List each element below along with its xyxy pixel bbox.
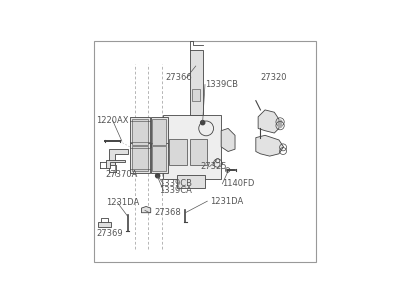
Circle shape <box>201 121 205 125</box>
Bar <box>132 119 148 145</box>
Polygon shape <box>258 110 279 133</box>
Bar <box>152 119 166 145</box>
Text: 1231DA: 1231DA <box>106 198 139 207</box>
Polygon shape <box>221 128 235 152</box>
Bar <box>132 146 148 171</box>
Text: 1231DA: 1231DA <box>210 197 243 206</box>
Text: 1339CA: 1339CA <box>159 186 192 195</box>
Bar <box>151 117 168 147</box>
Bar <box>192 89 200 101</box>
Text: 1339CB: 1339CB <box>205 80 238 89</box>
Text: 1220AX: 1220AX <box>96 116 129 125</box>
Bar <box>151 143 168 173</box>
Bar <box>177 175 205 188</box>
Text: 27366: 27366 <box>166 73 192 82</box>
Text: 27370A: 27370A <box>106 170 138 179</box>
Bar <box>190 139 207 165</box>
Bar <box>152 146 166 171</box>
Circle shape <box>156 174 160 178</box>
Circle shape <box>278 120 282 124</box>
Text: 1140FD: 1140FD <box>222 179 255 188</box>
Polygon shape <box>109 149 128 165</box>
Bar <box>169 139 186 165</box>
Bar <box>130 117 150 147</box>
Text: 27369: 27369 <box>96 229 123 238</box>
Circle shape <box>278 124 282 128</box>
Bar <box>164 115 221 179</box>
Polygon shape <box>98 222 112 226</box>
Text: 1339CB: 1339CB <box>159 179 192 188</box>
Text: 27320: 27320 <box>260 73 287 82</box>
Polygon shape <box>256 135 284 156</box>
Text: 27325: 27325 <box>200 162 227 171</box>
Bar <box>190 50 203 115</box>
Polygon shape <box>106 160 125 168</box>
Bar <box>130 143 150 173</box>
Polygon shape <box>142 206 151 213</box>
Text: 27368: 27368 <box>154 208 181 217</box>
